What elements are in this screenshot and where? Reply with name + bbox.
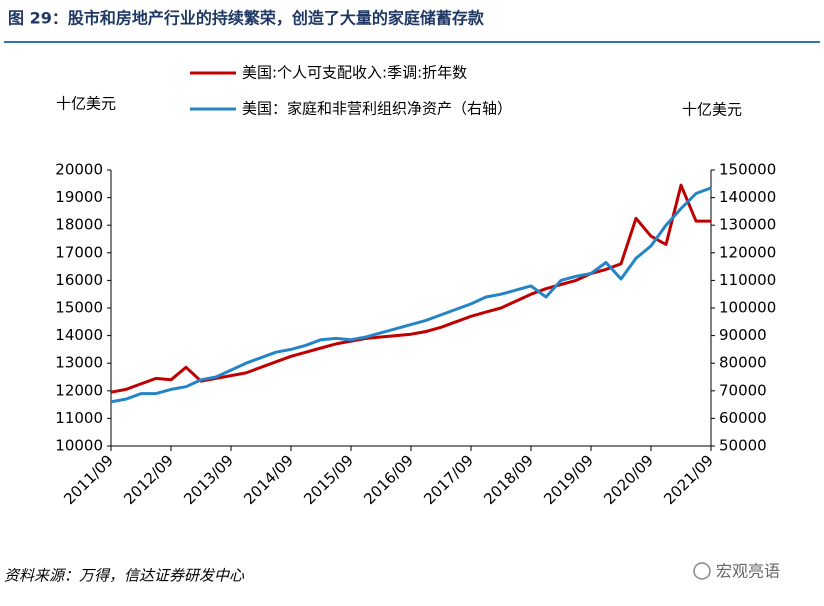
y-tick-label: 10000 (55, 437, 103, 455)
x-tick-label: 2014/09 (240, 451, 297, 508)
y-tick-label: 13000 (55, 354, 103, 372)
y-tick-label: 17000 (55, 243, 103, 261)
y2-tick-label: 140000 (719, 188, 776, 206)
series-line (110, 183, 711, 394)
x-tick-label: 2013/09 (180, 451, 237, 508)
x-tick-label: 2011/09 (60, 451, 117, 508)
y-tick-label: 12000 (55, 381, 103, 399)
series-line (110, 186, 712, 404)
y-tick-label: 15000 (55, 299, 103, 317)
y2-tick-label: 150000 (719, 161, 776, 179)
y2-tick-label: 130000 (719, 216, 776, 234)
y-tick-label: 20000 (55, 161, 103, 179)
y-tick-label: 11000 (55, 409, 103, 427)
x-tick-label: 2020/09 (600, 451, 657, 508)
y-tick-label: 16000 (55, 271, 103, 289)
y2-tick-label: 50000 (719, 437, 767, 455)
legend-label: 美国：家庭和非营利组织净资产（右轴） (242, 100, 512, 118)
x-tick-label: 2018/09 (480, 451, 537, 508)
y2-axis-label: 十亿美元 (682, 101, 742, 119)
legend-label: 美国:个人可支配收入:季调:折年数 (242, 64, 467, 82)
y-tick-label: 19000 (55, 188, 103, 206)
y2-tick-label: 60000 (719, 409, 767, 427)
y2-tick-label: 70000 (719, 381, 767, 399)
y-axis-label: 十亿美元 (56, 95, 116, 113)
x-tick-label: 2016/09 (360, 451, 417, 508)
y2-tick-label: 100000 (719, 299, 776, 317)
chart-title: 图 29：股市和房地产行业的持续繁荣，创造了大量的家庭储蓄存款 (8, 9, 485, 28)
y2-tick-label: 110000 (719, 271, 776, 289)
y-tick-label: 18000 (55, 216, 103, 234)
y2-tick-label: 120000 (719, 243, 776, 261)
y2-tick-label: 90000 (719, 326, 767, 344)
y2-tick-label: 80000 (719, 354, 767, 372)
source-note: 资料来源：万得，信达证券研发中心 (4, 567, 245, 585)
x-tick-label: 2012/09 (120, 451, 177, 508)
x-tick-label: 2017/09 (420, 451, 477, 508)
x-tick-label: 2015/09 (300, 451, 357, 508)
watermark: 宏观亮语 (716, 562, 780, 581)
watermark-icon (693, 562, 711, 580)
x-tick-label: 2021/09 (660, 451, 717, 508)
x-tick-label: 2019/09 (540, 451, 597, 508)
y-tick-label: 14000 (55, 326, 103, 344)
